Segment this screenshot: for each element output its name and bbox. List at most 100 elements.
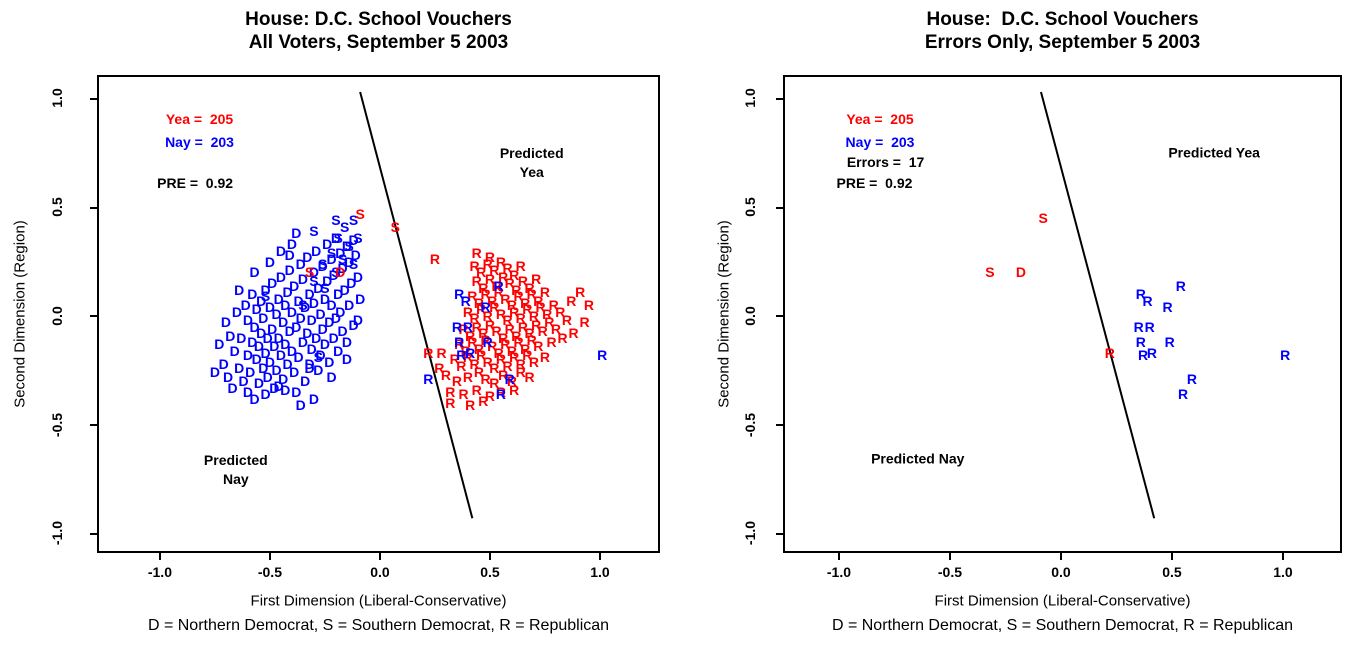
data-point-R-nay: R — [1144, 318, 1155, 335]
plot-box-all-voters — [97, 75, 660, 553]
data-point-D-yea: D — [1015, 264, 1027, 281]
data-point-D-nay: D — [249, 390, 260, 407]
data-point-R-yea: R — [509, 381, 520, 398]
data-point-D-nay: D — [247, 334, 258, 351]
data-point-D-nay: D — [308, 264, 319, 281]
data-point-R-yea: R — [484, 388, 495, 405]
data-point-D-nay: D — [256, 292, 267, 309]
data-point-R-yea: R — [509, 303, 520, 320]
data-point-D-nay: D — [333, 286, 344, 303]
data-point-D-nay: D — [355, 290, 366, 307]
data-point-R-nay: R — [1164, 334, 1175, 351]
data-point-D-nay: D — [291, 318, 302, 335]
data-point-D-nay: D — [291, 384, 302, 401]
data-point-D-nay: D — [322, 236, 333, 253]
data-point-D-nay: D — [269, 379, 280, 396]
legend-yea-all-voters: Yea = 205 — [165, 111, 234, 128]
data-point-R-yea: R — [480, 286, 491, 303]
x-tick-mark — [949, 553, 952, 560]
data-point-D-nay: D — [352, 268, 363, 285]
data-point-D-nay: D — [300, 373, 311, 390]
data-point-D-nay: D — [311, 329, 322, 346]
data-point-R-yea: R — [515, 310, 526, 327]
region-label-predicted-nay: Predicted Nay — [871, 450, 965, 467]
data-point-R-yea: R — [484, 270, 495, 287]
data-point-R-yea: R — [480, 331, 491, 348]
data-point-D-nay: D — [308, 294, 319, 311]
data-point-R-yea: R — [509, 349, 520, 366]
data-point-D-nay: D — [293, 349, 304, 366]
data-point-R-yea: R — [526, 286, 537, 303]
x-tick-label: 1.0 — [590, 564, 610, 580]
data-point-R-yea: R — [456, 357, 467, 374]
panel-title-all-voters: House: D.C. School Vouchers All Voters, … — [245, 9, 512, 53]
x-axis-title-errors-only: First Dimension (Liberal-Conservative) — [934, 592, 1191, 610]
data-point-D-nay: D — [242, 312, 253, 329]
data-point-D-nay: D — [346, 275, 357, 292]
x-tick-mark — [1282, 553, 1285, 560]
data-point-D-nay: D — [284, 323, 295, 340]
data-point-R-nay: R — [451, 318, 462, 335]
data-point-R-yea: R — [423, 344, 434, 361]
x-axis-title-all-voters: First Dimension (Liberal-Conservative) — [250, 592, 507, 610]
data-point-R-yea: R — [579, 314, 590, 331]
data-point-D-nay: D — [295, 397, 306, 414]
legend-pre-errors-only: PRE = 0.92 — [836, 175, 913, 192]
data-point-R-yea: R — [583, 297, 594, 314]
data-point-R-yea: R — [520, 294, 531, 311]
data-point-D-nay: D — [300, 299, 311, 316]
legend-errors-errors-only: Errors = 17 — [846, 153, 925, 170]
data-point-R-yea: R — [489, 375, 500, 392]
legend-nay-errors-only: Nay = 203 — [845, 133, 915, 150]
data-point-D-nay: D — [262, 329, 273, 346]
data-point-D-nay: D — [348, 316, 359, 333]
data-point-S-yea: S — [304, 264, 315, 281]
data-point-D-nay: D — [328, 266, 339, 283]
y-tick-label: -1.0 — [49, 521, 65, 546]
data-point-D-nay: D — [251, 351, 262, 368]
data-point-R-yea: R — [473, 294, 484, 311]
x-tick-label: -1.0 — [826, 564, 851, 580]
x-tick-mark — [159, 553, 162, 560]
data-point-D-nay: D — [324, 353, 335, 370]
data-point-D-nay: D — [295, 310, 306, 327]
data-point-R-nay: R — [423, 371, 434, 388]
data-point-R-yea: R — [484, 316, 495, 333]
data-point-D-nay: D — [315, 347, 326, 364]
data-point-D-nay: D — [326, 297, 337, 314]
x-tick-mark — [269, 553, 272, 560]
data-point-R-yea: R — [531, 270, 542, 287]
data-point-R-yea: R — [548, 297, 559, 314]
data-point-D-nay: D — [330, 229, 341, 246]
y-tick-label: -1.0 — [742, 521, 758, 546]
data-point-R-yea: R — [469, 257, 480, 274]
data-point-R-yea: R — [1104, 344, 1115, 361]
data-point-R-yea: R — [502, 260, 513, 277]
data-point-R-yea: R — [471, 244, 482, 261]
data-point-R-yea: R — [544, 314, 555, 331]
data-point-D-nay: D — [313, 279, 324, 296]
data-point-R-yea: R — [471, 318, 482, 335]
data-point-S-nay: S — [348, 212, 359, 229]
plot-box-errors-only — [783, 75, 1342, 553]
data-point-R-yea: R — [568, 325, 579, 342]
x-tick-label: 1.0 — [1273, 564, 1293, 580]
data-point-R-yea: R — [524, 368, 535, 385]
data-point-D-nay: D — [275, 268, 286, 285]
data-point-R-yea: R — [489, 262, 500, 279]
data-point-D-nay: D — [286, 303, 297, 320]
data-point-D-nay: D — [275, 242, 286, 259]
data-point-D-nay: D — [308, 390, 319, 407]
data-point-R-yea: R — [476, 301, 487, 318]
data-point-D-nay: D — [260, 281, 271, 298]
data-point-R-yea: R — [504, 321, 515, 337]
data-point-D-nay: D — [271, 362, 282, 379]
x-tick-label: 0.0 — [370, 564, 390, 580]
data-point-D-nay: D — [319, 336, 330, 353]
data-point-R-yea: R — [513, 334, 524, 351]
data-point-R-yea: R — [491, 323, 502, 340]
x-tick-mark — [599, 553, 602, 560]
data-point-D-nay: D — [339, 281, 350, 298]
data-point-R-yea: R — [460, 342, 471, 359]
data-point-R-yea: R — [489, 360, 500, 377]
